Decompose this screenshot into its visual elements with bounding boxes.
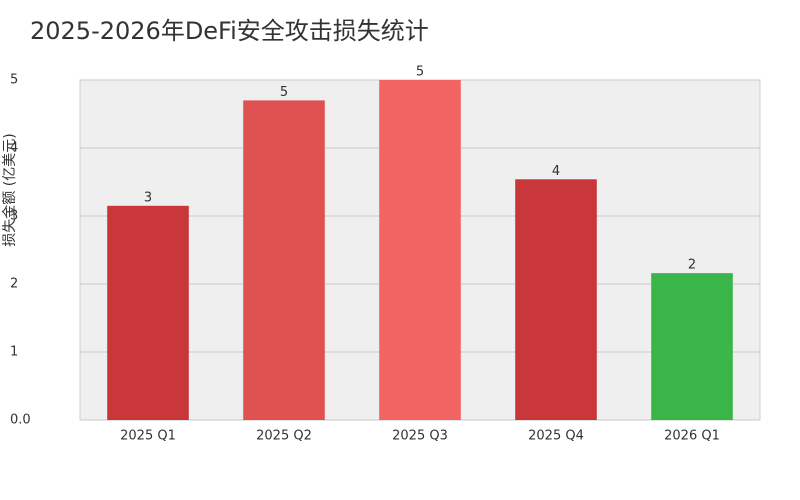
y-tick-label: 0.0 [10, 413, 31, 428]
data-label: 5 [416, 65, 424, 80]
y-tick-label: 3 [10, 209, 18, 224]
bar [651, 273, 733, 420]
bar [379, 80, 461, 420]
data-label: 5 [280, 85, 288, 100]
x-tick-label: 2025 Q3 [392, 429, 448, 444]
data-label: 2 [688, 258, 696, 273]
x-tick-label: 2025 Q1 [120, 429, 176, 444]
y-tick-label: 5 [10, 73, 18, 88]
x-tick-label: 2025 Q4 [528, 429, 584, 444]
bar [107, 205, 189, 420]
y-tick-label: 4 [10, 141, 18, 156]
x-tick-label: 2025 Q2 [256, 429, 312, 444]
x-tick-label: 2026 Q1 [664, 429, 720, 444]
chart-title: 2025-2026年DeFi安全攻击损失统计 [30, 17, 429, 45]
y-tick-label: 1 [10, 345, 18, 360]
y-tick-label: 2 [10, 277, 18, 292]
data-label: 4 [552, 164, 560, 179]
data-label: 3 [144, 190, 152, 205]
bar [243, 100, 325, 421]
y-axis-label: 损失金额 (亿美元) [2, 133, 18, 246]
bar [515, 179, 597, 420]
